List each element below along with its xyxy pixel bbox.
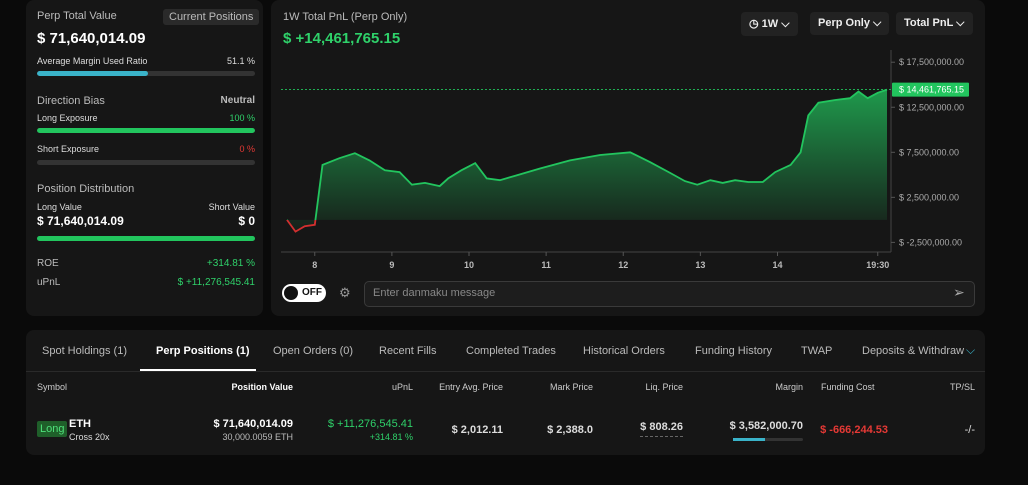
- value: 100 %: [229, 113, 255, 123]
- area: [287, 89, 887, 232]
- placeholder: Enter danmaku message: [373, 287, 496, 299]
- value: 51.1 %: [226, 56, 255, 66]
- label: Long Value: [37, 202, 82, 212]
- x-tick-label: 11: [541, 260, 551, 270]
- positions-panel: [26, 330, 985, 455]
- x-tick-label: 9: [389, 260, 394, 270]
- control: 1W: [761, 18, 779, 30]
- cell: +314.81 %: [369, 432, 413, 442]
- danmaku-input[interactable]: [364, 281, 975, 307]
- label: Short Value: [208, 202, 255, 212]
- y-tick-label: $ 17,500,000.00: [899, 57, 964, 67]
- value: 0 %: [239, 144, 255, 154]
- cell: -/-: [964, 424, 975, 436]
- cell: $ 3,582,000.70: [729, 420, 803, 432]
- label: Average Margin Used Ratio: [37, 56, 148, 66]
- column-header[interactable]: Position Value: [231, 382, 293, 392]
- scope-select[interactable]: Perp Only ⌵: [810, 12, 890, 35]
- x-tick-label: 8: [312, 260, 317, 270]
- y-tick-label: $ -2,500,000.00: [899, 237, 962, 247]
- progress-fill: [37, 128, 255, 133]
- tab[interactable]: Spot Holdings (1): [42, 345, 127, 357]
- last-value-label: $ 14,461,765.15: [899, 85, 964, 95]
- progress-track: [37, 71, 255, 76]
- progress-track: [37, 160, 255, 165]
- more-tabs[interactable]: ⌵: [966, 343, 976, 357]
- tab[interactable]: Completed Trades: [466, 345, 556, 357]
- last-value-tag: [892, 82, 969, 97]
- label: uPnL: [37, 277, 61, 288]
- progress-fill: [37, 71, 149, 76]
- y-tick-label: $ 2,500,000.00: [899, 192, 959, 202]
- chart-title: 1W Total PnL (Perp Only): [283, 11, 408, 23]
- margin-bar-fill: [733, 438, 765, 441]
- tab[interactable]: Deposits & Withdraw: [862, 345, 965, 357]
- cell: 30,000.0059 ETH: [222, 432, 293, 442]
- leverage: Cross 20x: [69, 432, 110, 442]
- long-value: $ 71,640,014.09: [37, 214, 124, 228]
- control: Perp Only: [818, 17, 870, 29]
- metric-select[interactable]: Total PnL ⌵: [896, 12, 973, 35]
- tab[interactable]: Historical Orders: [583, 345, 665, 357]
- send-icon[interactable]: ➢: [953, 284, 965, 300]
- cell: $ -666,244.53: [820, 424, 888, 436]
- current-positions-button[interactable]: Current Positions: [163, 9, 260, 25]
- symbol[interactable]: ETH: [69, 418, 91, 430]
- distribution-bar: [37, 236, 255, 241]
- short-value: $ 0: [238, 214, 255, 228]
- tab[interactable]: TWAP: [801, 345, 833, 357]
- label: Short Exposure: [37, 144, 100, 154]
- active-underline: [140, 369, 256, 371]
- column-header[interactable]: Symbol: [37, 382, 68, 392]
- x-tick-label: 10: [464, 260, 474, 270]
- column-header[interactable]: uPnL: [391, 382, 413, 392]
- pnl-line: [286, 88, 888, 233]
- x-tick-label: 19:30: [866, 260, 889, 270]
- headline: $ +14,461,765.15: [283, 30, 401, 47]
- column-header[interactable]: Margin: [775, 382, 803, 392]
- tab[interactable]: Open Orders (0): [273, 345, 354, 357]
- label: ROE: [37, 258, 59, 269]
- tab[interactable]: Funding History: [695, 345, 773, 357]
- margin-bar: [733, 438, 803, 441]
- column-header[interactable]: Liq. Price: [645, 382, 683, 392]
- value: Neutral: [220, 95, 255, 106]
- cell: $ 71,640,014.09: [213, 418, 293, 430]
- label: Perp Total Value: [37, 10, 117, 22]
- tab[interactable]: Recent Fills: [379, 345, 437, 357]
- column-header[interactable]: Entry Avg. Price: [439, 382, 503, 392]
- cell: $ 2,388.0: [547, 424, 593, 436]
- y-tick-label: $ 12,500,000.00: [899, 102, 964, 112]
- column-header[interactable]: Mark Price: [549, 382, 593, 392]
- tab[interactable]: Perp Positions (1): [156, 345, 250, 357]
- chart: $ 17,500,000.00 $ 12,500,000.00 $ 7,500,00…: [281, 50, 969, 270]
- column-header[interactable]: Funding Cost: [821, 382, 875, 392]
- column-header[interactable]: TP/SL: [949, 382, 975, 392]
- value: $ +11,276,545.41: [177, 277, 255, 288]
- cell: $ +11,276,545.41: [327, 418, 413, 430]
- range-select[interactable]: ◷ 1W ⌵: [741, 12, 798, 36]
- label: Direction Bias: [37, 95, 105, 107]
- divider: [26, 371, 985, 372]
- settings-icon[interactable]: ⚙: [339, 285, 351, 300]
- x-tick-label: 14: [772, 260, 782, 270]
- toggle-knob: [284, 286, 298, 300]
- label: Position Distribution: [37, 183, 135, 195]
- cell: $ 2,012.11: [451, 424, 503, 436]
- toggle-label: OFF: [302, 287, 322, 298]
- y-tick-label: $ 7,500,000.00: [899, 147, 959, 157]
- label: Long Exposure: [37, 113, 98, 123]
- value: +314.81 %: [206, 258, 255, 269]
- total-value: $ 71,640,014.09: [37, 30, 146, 47]
- side-badge: Long: [37, 421, 68, 437]
- summary-panel: [26, 0, 263, 316]
- x-tick-label: 13: [695, 260, 705, 270]
- x-tick-label: 12: [618, 260, 628, 270]
- progress-track: [37, 128, 255, 133]
- control: Total PnL: [904, 17, 954, 29]
- cell: $ 808.26: [640, 421, 683, 437]
